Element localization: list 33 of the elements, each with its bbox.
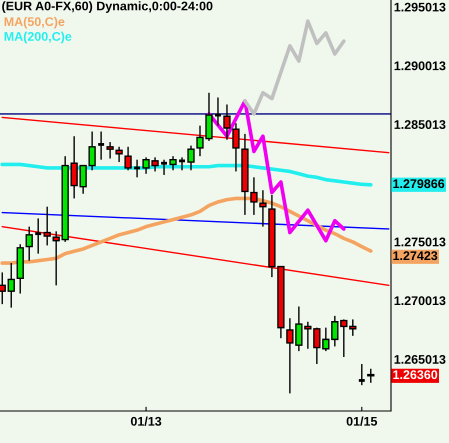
y-tick-label: 1.285013	[394, 120, 446, 129]
x-tick-label: 01/15	[346, 416, 378, 426]
data-label: 1.279866	[393, 179, 444, 188]
x-tick-label: 01/13	[130, 416, 162, 426]
candlestick	[367, 368, 374, 384]
candlestick	[214, 96, 222, 126]
candlestick	[96, 130, 106, 160]
y-tick-label: 1.265013	[394, 354, 446, 364]
candlestick	[124, 146, 132, 171]
candlestick	[250, 176, 258, 216]
data-label: 1.27423	[393, 251, 438, 260]
candlestick	[223, 104, 231, 140]
candlestick	[142, 156, 150, 174]
chart-title: (EUR A0-FX,60) Dynamic,0:00-24:00	[2, 1, 212, 13]
candlestick	[187, 144, 195, 171]
y-tick-label: 1.290013	[394, 61, 446, 70]
candlestick	[44, 206, 51, 246]
text: MA(200,C)e	[4, 32, 72, 44]
text: 1.26360	[393, 370, 438, 380]
candlestick	[196, 124, 204, 157]
text: MA(50,C)e	[4, 16, 64, 29]
candlestick	[132, 159, 142, 178]
line-series	[243, 19, 346, 116]
candlestick	[178, 156, 186, 171]
candlestick	[232, 122, 240, 172]
candlestick	[151, 156, 159, 172]
y-tick-label: 1.275013	[394, 238, 446, 246]
y-tick-label: 1.270013	[394, 296, 446, 306]
candlestick	[205, 92, 213, 142]
candlestick	[169, 155, 177, 171]
candlestick	[160, 159, 168, 176]
y-tick-label: 1.295013	[394, 2, 446, 12]
candlestick	[259, 190, 267, 228]
